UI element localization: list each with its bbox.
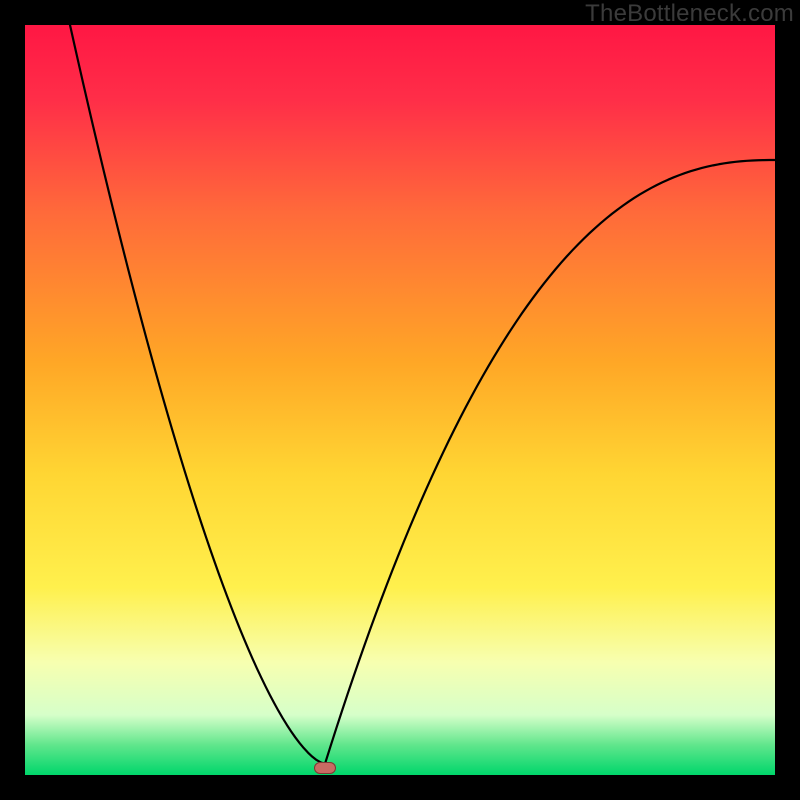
curve-path — [70, 25, 775, 764]
bottleneck-curve — [0, 0, 800, 800]
optimum-marker — [314, 762, 336, 774]
chart-frame: TheBottleneck.com — [0, 0, 800, 800]
